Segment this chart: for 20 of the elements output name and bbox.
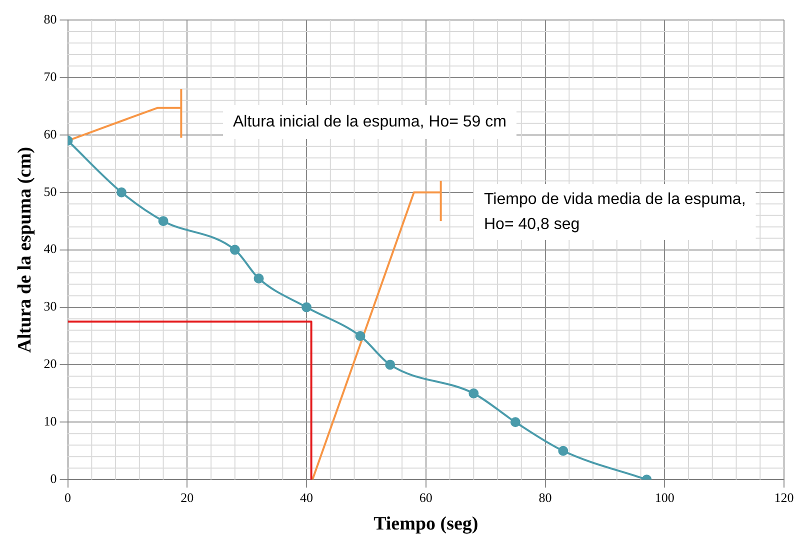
y-tick-label: 20 bbox=[44, 356, 57, 372]
y-tick-label: 50 bbox=[44, 184, 57, 199]
x-tick-label: 120 bbox=[774, 490, 794, 505]
x-tick-label: 100 bbox=[654, 490, 674, 505]
y-tick-label: 0 bbox=[50, 471, 57, 486]
y-tick-label: 40 bbox=[44, 241, 57, 256]
y-tick-label: 30 bbox=[44, 298, 57, 314]
y-tick-label: 80 bbox=[44, 11, 57, 26]
y-tick-label: 70 bbox=[44, 68, 57, 84]
x-tick-label: 0 bbox=[64, 490, 72, 505]
annotation: Tiempo de vida media de la espuma, Ho= 40,8 seg bbox=[484, 190, 746, 233]
x-tick-label: 20 bbox=[180, 490, 194, 505]
y-axis-title: Altura de la espuma (cm) bbox=[14, 146, 36, 353]
x-tick-label: 40 bbox=[300, 490, 314, 505]
y-tick-label: 10 bbox=[44, 414, 57, 429]
x-tick-label: 80 bbox=[538, 490, 552, 505]
x-tick-label: 60 bbox=[419, 490, 432, 505]
annotation: Altura inicial de la espuma, Ho= 59 cm bbox=[233, 113, 506, 130]
x-axis-title: Tiempo (seg) bbox=[374, 514, 478, 535]
y-tick-label: 60 bbox=[44, 126, 57, 142]
